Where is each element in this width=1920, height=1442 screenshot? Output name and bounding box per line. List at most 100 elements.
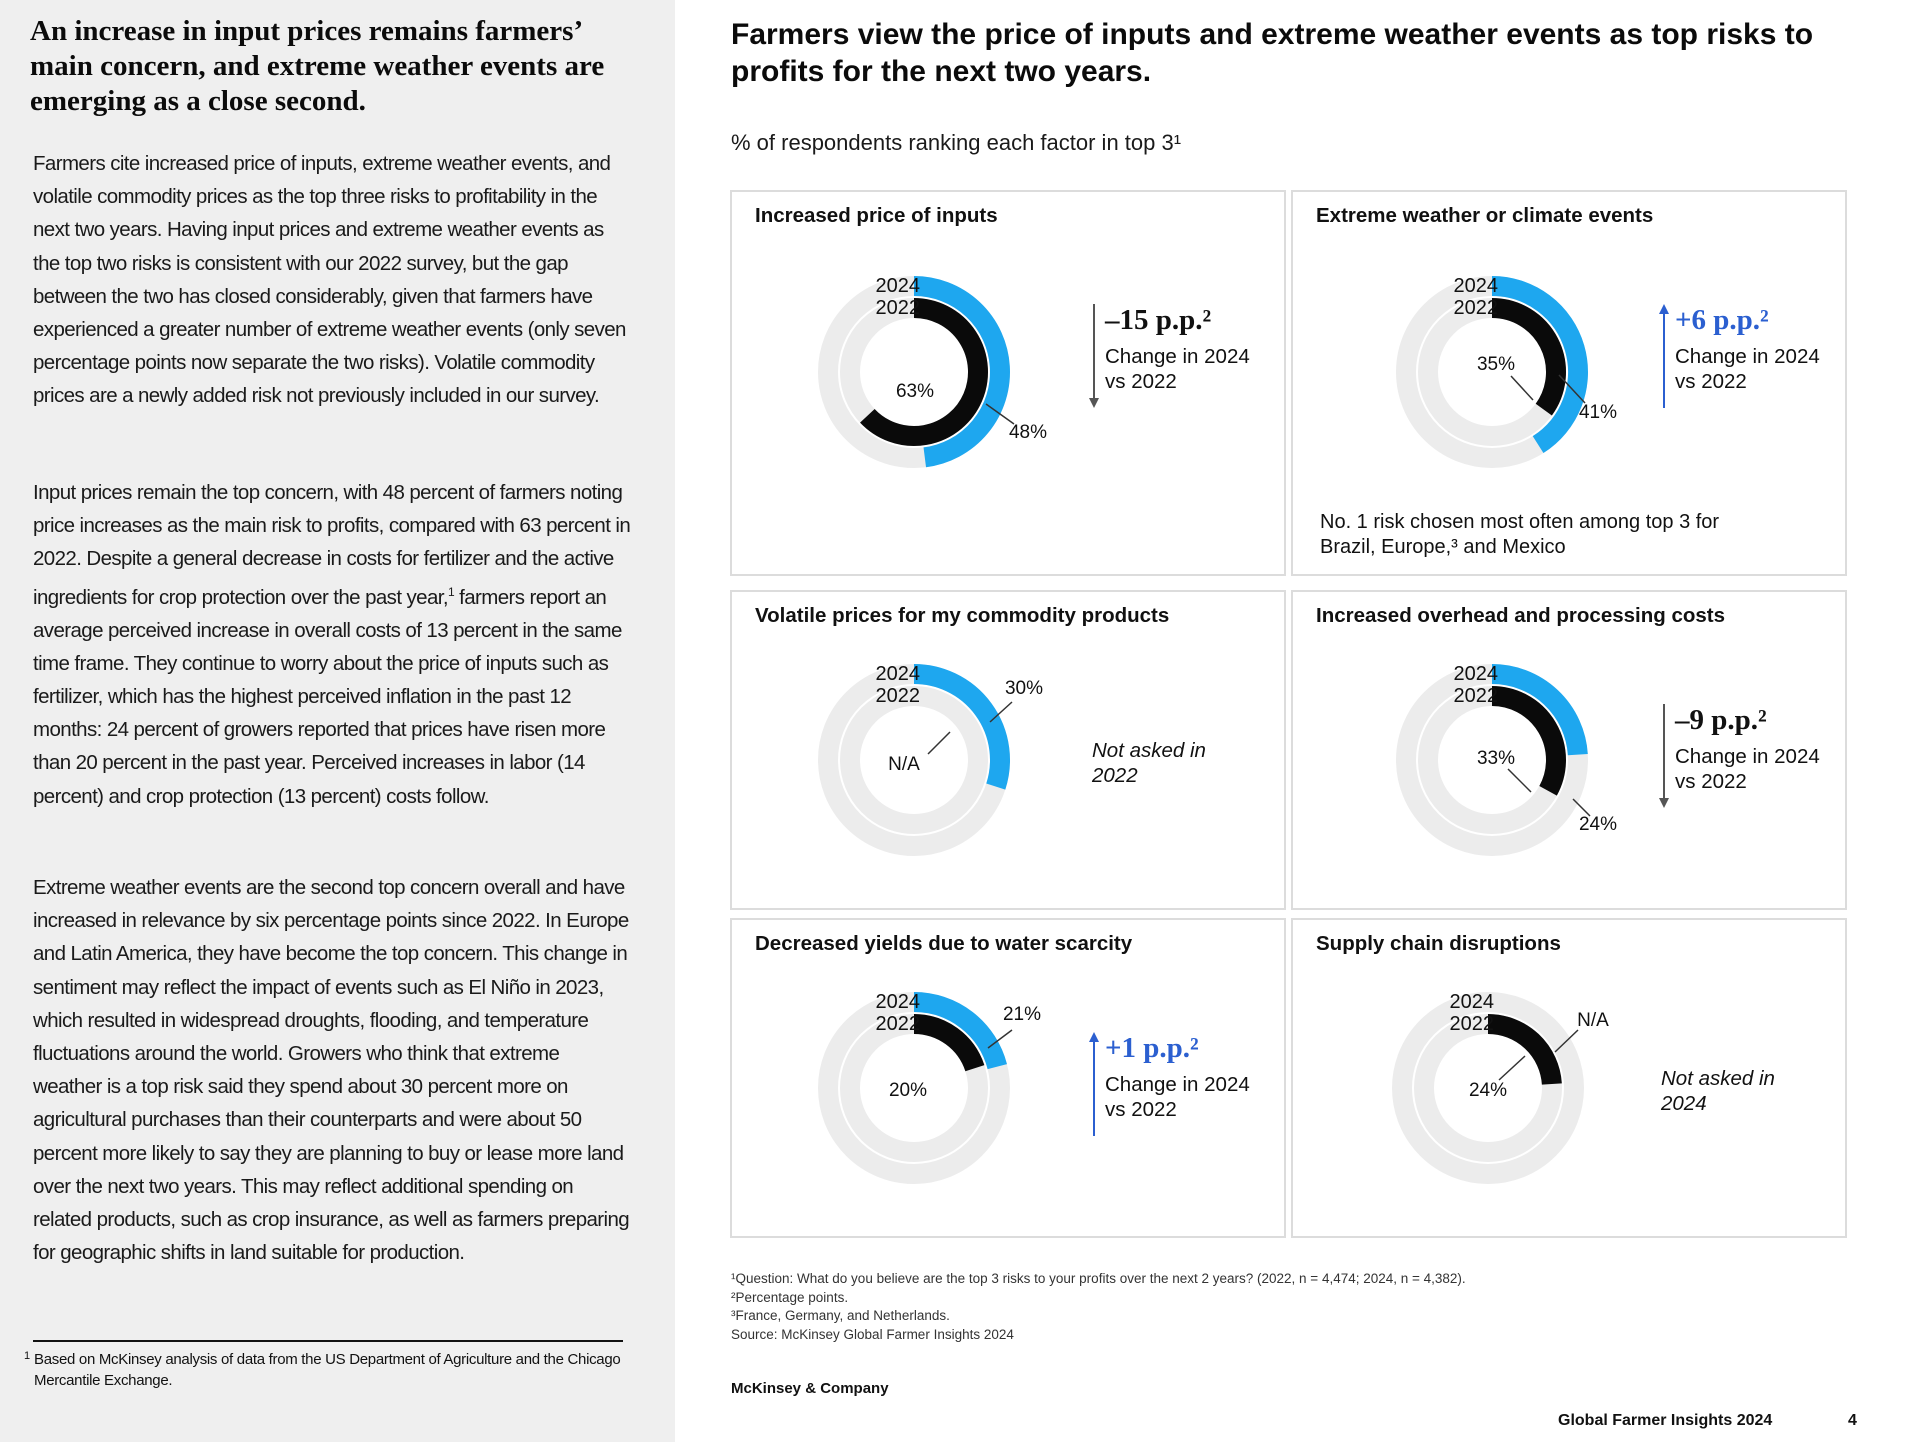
value-label-2022: 33% [1477, 748, 1515, 769]
value-label-2024: 21% [1003, 1004, 1041, 1025]
arrow-down-icon [1089, 304, 1099, 408]
panel-extreme-weather: Extreme weather or climate events 2024 20… [1291, 190, 1847, 576]
panel-volatile-commodity-prices: Volatile prices for my commodity product… [730, 590, 1286, 910]
chart-footnotes: ¹Question: What do you believe are the t… [731, 1270, 1831, 1344]
paragraph-2: Input prices remain the top concern, wit… [33, 476, 633, 813]
arc-2024 [1491, 276, 1588, 454]
outer-track [1392, 992, 1584, 1184]
change-value: +6 p.p.² [1675, 304, 1769, 336]
arrow-head [1659, 798, 1669, 808]
leader-2024 [987, 1029, 1013, 1049]
panel-title: Decreased yields due to water scarcity [755, 932, 1133, 955]
arc-2022 [1491, 686, 1566, 796]
arc-2024 [913, 664, 1010, 790]
panel-title: Increased overhead and processing costs [1316, 604, 1726, 627]
arc-2024 [913, 276, 1010, 468]
panel-water-scarcity: Decreased yields due to water scarcity 2… [730, 918, 1286, 1238]
arrow-up-icon [1659, 304, 1669, 408]
left-footnote: 1 Based on McKinsey analysis of data fro… [24, 1349, 624, 1391]
legend-2022: 2022 [1454, 297, 1499, 319]
paragraph-3: Extreme weather events are the second to… [33, 876, 630, 1265]
value-label-2022: 24% [1469, 1080, 1507, 1101]
leader-2022 [927, 731, 951, 755]
footnote-2: ²Percentage points. [731, 1289, 849, 1305]
arc-2022 [1487, 1014, 1562, 1086]
footnote-3: ³France, Germany, and Netherlands. [731, 1308, 950, 1323]
change-caption: Change in 2024 vs 2022 [1675, 345, 1820, 393]
legend-2022: 2022 [1450, 1013, 1495, 1035]
panel-supply-chain: Supply chain disruptions 2024 2022 N/A 24% … [1291, 918, 1847, 1238]
legend-2024: 2024 [1454, 663, 1499, 685]
left-sidebar: An increase in input prices remains farm… [0, 0, 675, 1442]
legend-2022: 2022 [876, 297, 921, 319]
panel-overhead-processing-costs: Increased overhead and processing costs … [1291, 590, 1847, 910]
left-footnote-mark: 1 [24, 1350, 30, 1362]
leader-2022 [1510, 375, 1534, 401]
panel-title: Increased price of inputs [755, 204, 998, 227]
legend-2024: 2024 [876, 991, 921, 1013]
value-label-2024: 30% [1005, 678, 1043, 699]
paragraph-2-part-b: farmers report an average perceived incr… [33, 585, 622, 808]
leader-2024 [989, 701, 1013, 723]
change-value: –15 p.p.² [1105, 304, 1212, 336]
leader-2024 [1572, 798, 1591, 817]
not-asked-note: Not asked in 2024 [1661, 1067, 1775, 1115]
arc-2022 [1491, 298, 1566, 416]
arc-2024 [1491, 664, 1588, 756]
arc-2024 [913, 992, 1007, 1070]
not-asked-note: Not asked in 2022 [1092, 739, 1206, 787]
arrow-up-icon [1089, 1032, 1099, 1136]
change-caption: Change in 2024 vs 2022 [1105, 1073, 1250, 1121]
panel-increased-price-of-inputs: Increased price of inputs 2024 2022 48% 63%… [730, 190, 1286, 576]
legend-2024: 2024 [876, 275, 921, 297]
arc-2022 [913, 1014, 985, 1072]
left-heading: An increase in input prices remains farm… [30, 15, 605, 117]
legend-2024: 2024 [876, 663, 921, 685]
value-label-2022: 63% [896, 381, 934, 402]
footnote-divider [33, 1340, 623, 1342]
report-name: Global Farmer Insights 2024 [1558, 1412, 1773, 1429]
arrow-head [1089, 398, 1099, 408]
arrow-down-icon [1659, 704, 1669, 808]
left-footnote-text: Based on McKinsey analysis of data from … [34, 1351, 621, 1389]
panel-title: Supply chain disruptions [1316, 932, 1561, 955]
panel-title: Extreme weather or climate events [1316, 204, 1654, 227]
legend-2022: 2022 [876, 685, 921, 707]
value-label-2024: 41% [1579, 402, 1617, 423]
panel-title: Volatile prices for my commodity product… [755, 604, 1170, 627]
paragraph-2-footnote-ref: 1 [447, 584, 455, 599]
paragraph-2-part-a: Input prices remain the top concern, wit… [33, 481, 631, 609]
value-label-2024: N/A [1577, 1010, 1609, 1031]
value-label-2022: 35% [1477, 354, 1515, 375]
arrow-head [1659, 304, 1669, 314]
leader-2022 [1507, 768, 1532, 793]
value-label-2022: 20% [889, 1080, 927, 1101]
leader-2022 [1498, 1055, 1526, 1081]
chart-title: Farmers view the price of inputs and ext… [731, 18, 1814, 88]
leader-2024 [1558, 374, 1586, 404]
paragraph-1: Farmers cite increased price of inputs, … [33, 152, 626, 408]
chart-subtitle: % of respondents ranking each factor in … [731, 130, 1182, 155]
change-value: –9 p.p.² [1675, 704, 1767, 736]
legend-2024: 2024 [1454, 275, 1499, 297]
legend-2022: 2022 [1454, 685, 1499, 707]
change-caption: Change in 2024 vs 2022 [1105, 345, 1250, 393]
arc-2022 [860, 298, 988, 446]
leader-2024 [985, 403, 1015, 425]
legend-2022: 2022 [876, 1013, 921, 1035]
legend-2024: 2024 [1450, 991, 1495, 1013]
footnote-1: ¹Question: What do you believe are the t… [731, 1271, 1466, 1286]
value-label-2024: 24% [1579, 814, 1617, 835]
change-caption: Change in 2024 vs 2022 [1675, 745, 1820, 793]
arrow-head [1089, 1032, 1099, 1042]
inner-track [840, 686, 988, 834]
brand-name: McKinsey & Company [731, 1380, 889, 1397]
page-number: 4 [1848, 1412, 1857, 1429]
value-label-2022: N/A [888, 754, 920, 775]
